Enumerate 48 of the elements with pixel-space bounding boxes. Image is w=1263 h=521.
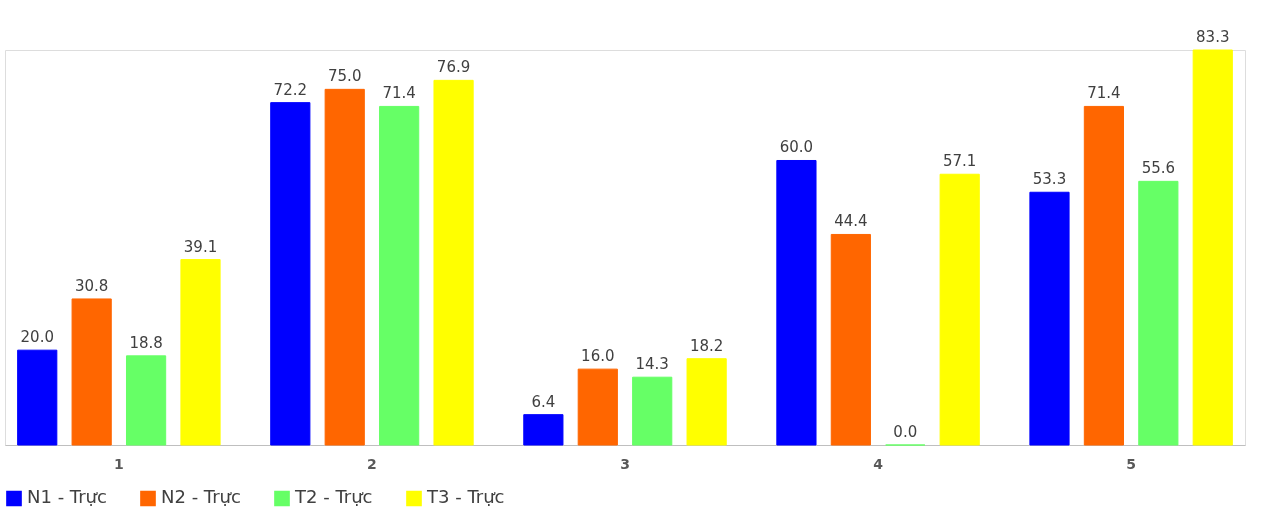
bar — [126, 355, 167, 446]
data-label: 16.0 — [581, 347, 615, 366]
data-label: 53.3 — [1032, 170, 1067, 189]
bar — [1029, 191, 1070, 446]
data-label: 71.4 — [1087, 84, 1121, 103]
bar — [577, 368, 618, 446]
legend-label: T2 - Trực — [294, 486, 373, 508]
data-label: 75.0 — [328, 67, 362, 86]
x-tick-label: 2 — [367, 455, 377, 472]
bar — [939, 173, 980, 446]
bar — [180, 259, 221, 446]
data-label: 18.8 — [129, 333, 163, 352]
data-label: 6.4 — [531, 392, 556, 411]
legend-label: T3 - Trực — [426, 486, 505, 508]
legend-label: N1 - Trực — [27, 486, 107, 508]
bar — [686, 358, 727, 446]
bar — [324, 88, 365, 446]
bar — [270, 102, 311, 446]
legend-label: N2 - Trực — [161, 486, 241, 508]
data-label: 71.4 — [382, 84, 416, 103]
data-label: 57.1 — [942, 152, 977, 171]
bar — [830, 233, 871, 446]
data-label: 44.4 — [834, 212, 868, 231]
bar — [17, 349, 58, 446]
x-tick-label: 3 — [620, 455, 630, 472]
bar — [1138, 180, 1179, 446]
bar — [433, 79, 474, 446]
bar — [1192, 49, 1233, 446]
x-tick-label: 4 — [873, 455, 884, 472]
bar — [632, 376, 673, 446]
bar — [379, 105, 420, 446]
data-label: 83.3 — [1196, 28, 1230, 46]
data-label: 39.1 — [183, 237, 218, 256]
bar — [523, 414, 564, 446]
data-label: 0.0 — [893, 423, 918, 441]
x-tick-label: 1 — [114, 455, 124, 472]
data-label: 60.0 — [779, 138, 814, 157]
data-label: 72.2 — [273, 80, 308, 99]
data-label: 20.0 — [20, 328, 54, 347]
data-label: 30.8 — [74, 276, 109, 295]
data-label: 14.3 — [635, 355, 669, 374]
bar — [776, 159, 817, 446]
x-tick-label: 5 — [1126, 455, 1136, 472]
data-label: 18.2 — [689, 336, 724, 355]
bar — [71, 298, 112, 446]
data-label: 76.9 — [436, 58, 471, 77]
bar — [1083, 105, 1124, 446]
data-label: 55.6 — [1141, 159, 1176, 178]
